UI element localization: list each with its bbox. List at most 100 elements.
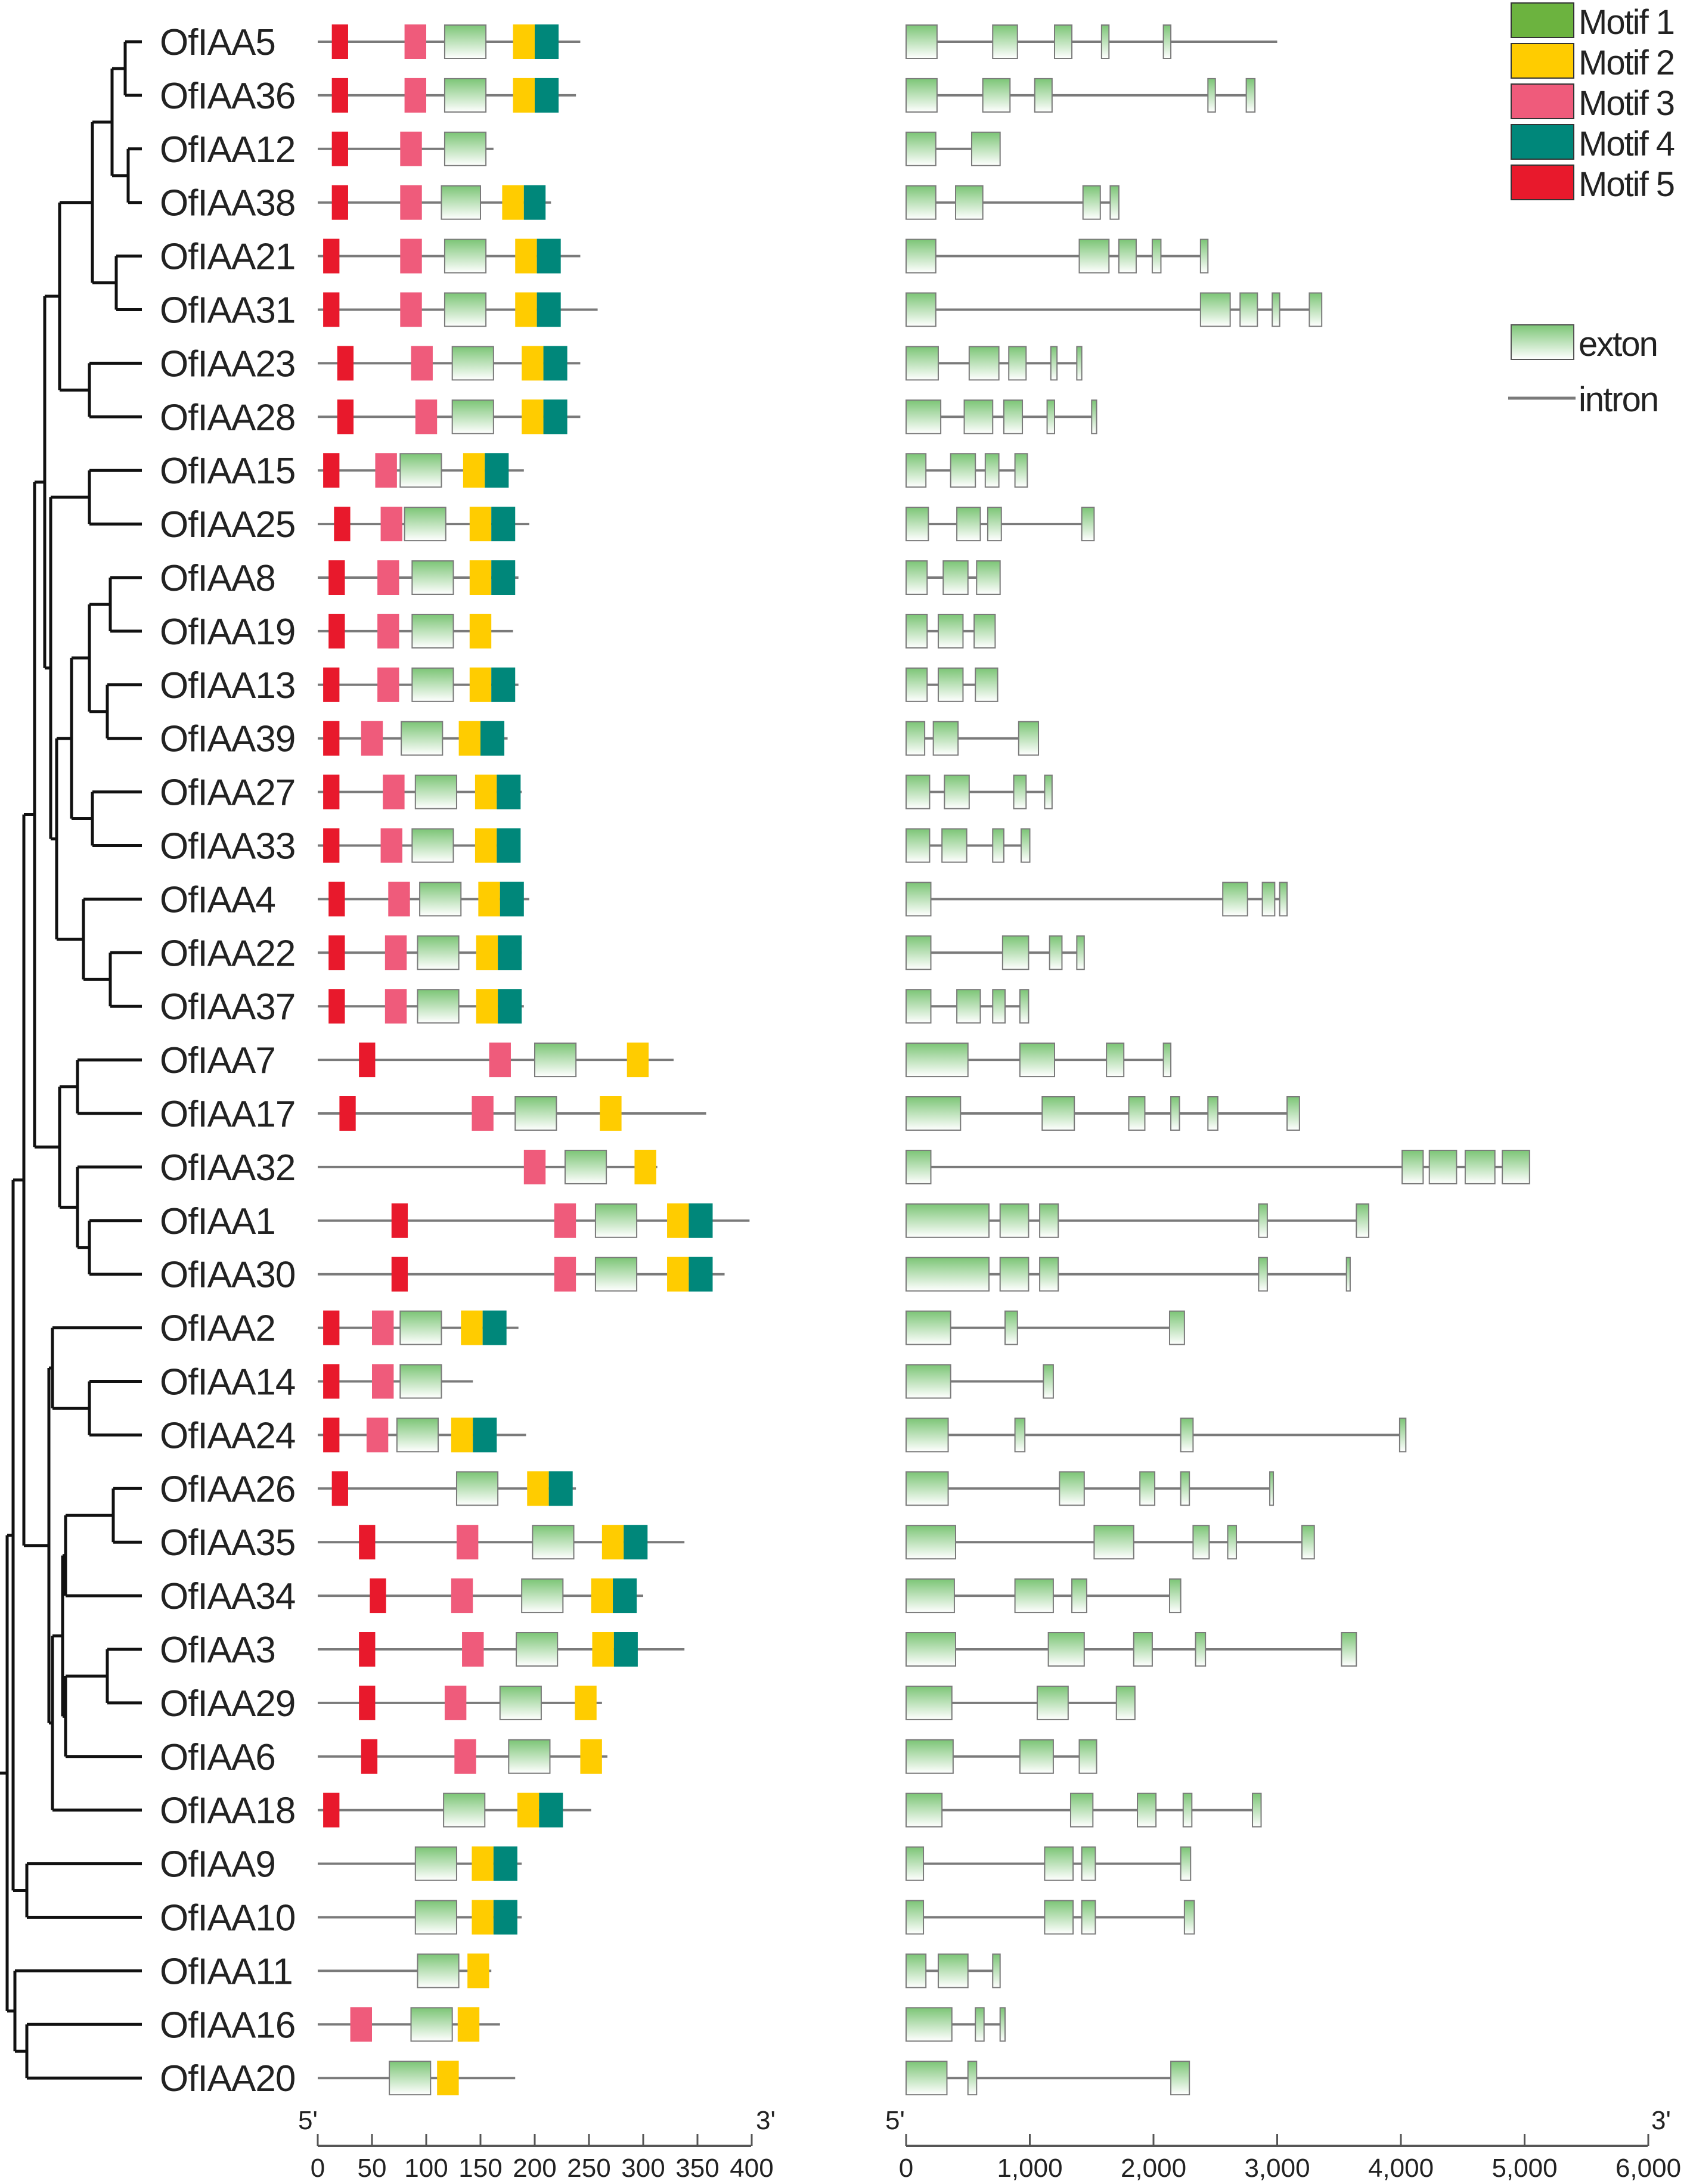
exon-box [982,77,1011,113]
motif-3-box [366,1417,389,1453]
motif-4-box [491,507,516,542]
motif-2-box [469,613,492,649]
exon-box [1258,1203,1268,1238]
motif-4-box [473,1417,497,1453]
motif-4-box [497,774,521,809]
motif-1-box [396,1417,439,1453]
gene-axis-tick-label: 1,000 [997,2154,1062,2183]
exon-box [1078,238,1110,274]
legend-motif-3-label: Motif 3 [1579,84,1674,123]
motif-3-box [400,292,422,327]
motif-axis-tick-label: 0 [311,2154,325,2183]
motif-5-box [331,1471,348,1506]
motif-1-box [401,721,444,756]
motif-3-box [451,1578,473,1614]
exon-box [906,1792,943,1828]
exon-box [975,667,999,702]
gene-label: OfIAA7 [160,1040,275,1081]
exon-box [1137,1792,1157,1828]
exon-box [1502,1149,1530,1184]
motif-axis-tick-label: 50 [358,2154,387,2183]
exon-box [1239,292,1258,327]
motif-4-box [491,667,516,702]
exon-box [906,1685,953,1720]
motif-5-box [391,1257,408,1292]
gene-label: OfIAA22 [160,933,295,974]
motif-4-box [485,453,509,488]
exon-box [906,507,929,542]
exon-box [1428,1149,1458,1184]
motif-5-box [328,560,345,595]
motif-2-box [469,507,492,542]
motif-2-box [515,238,537,274]
exon-box [1118,238,1137,274]
exon-box [906,1364,951,1399]
exon-box [1222,882,1248,917]
exon-box [1183,1900,1195,1935]
motif-4-box [543,346,568,381]
motif-3-box [380,828,402,863]
motif-3-box [415,399,438,435]
exon-box [906,399,942,435]
exon-box [1014,1417,1026,1453]
motif-5-box [323,1364,340,1399]
exon-box [1356,1203,1370,1238]
motif-4-box [493,1846,517,1881]
exon-box [1180,1471,1190,1506]
motif-2-box [522,346,544,381]
legend-motif-4-label: Motif 4 [1579,125,1675,163]
motif-1-box [389,2061,432,2096]
exon-box [937,613,964,649]
motif-2-box [627,1043,649,1078]
exon-box [906,2061,948,2096]
exon-box [1078,1739,1097,1774]
motif-5-box [337,346,354,381]
exon-box [1195,1632,1207,1667]
exon-box [1050,346,1058,381]
motif-axis-tick-label: 150 [458,2154,502,2183]
motif-2-box [472,1846,494,1881]
exon-box [1047,1632,1085,1667]
exon-box [1039,1257,1059,1292]
motif-4-box [689,1203,713,1238]
motif-4-box [498,989,522,1024]
exon-box [906,292,937,327]
exon-box [975,2007,985,2042]
gene-label: OfIAA36 [160,76,295,117]
gene-label: OfIAA6 [160,1737,275,1778]
motif-2-box [469,560,492,595]
motif-4-box [482,1310,507,1345]
motif-5-box [359,1043,376,1078]
exon-box [1341,1632,1357,1667]
legend-motif-1: Motif 1 [1511,2,1675,42]
exon-box [976,560,1001,595]
exon-box [967,2061,978,2096]
motif-1-box [455,1471,499,1506]
exon-box [992,24,1018,59]
exon-box [992,1953,1001,1988]
exon-box [944,774,970,809]
motif-4-box [624,1525,648,1560]
exon-box [906,774,931,809]
motif-2-box [476,989,498,1024]
legend-motif-2-label: Motif 2 [1579,44,1674,82]
exon-box [906,238,937,274]
motif-3-box [400,238,422,274]
exon-box [1286,1096,1300,1131]
motif-4-box [480,721,505,756]
exon-box [906,1900,925,1935]
exon-box [937,667,964,702]
motif-2-box [667,1203,689,1238]
motif-4-box [491,560,516,595]
motif-3-box [361,721,383,756]
exon-box [973,613,996,649]
motif-1-box [514,1096,557,1131]
gene-axis-tick-label: 2,000 [1121,2154,1186,2183]
gene-structure-panel [906,24,1530,2096]
gene-label: OfIAA17 [160,1094,295,1135]
motif-2-box [600,1096,622,1131]
motif-4-box [613,1632,638,1667]
gene-label: OfIAA11 [160,1951,293,1992]
motif-5-box [323,1310,340,1345]
exon-box [906,1043,969,1078]
